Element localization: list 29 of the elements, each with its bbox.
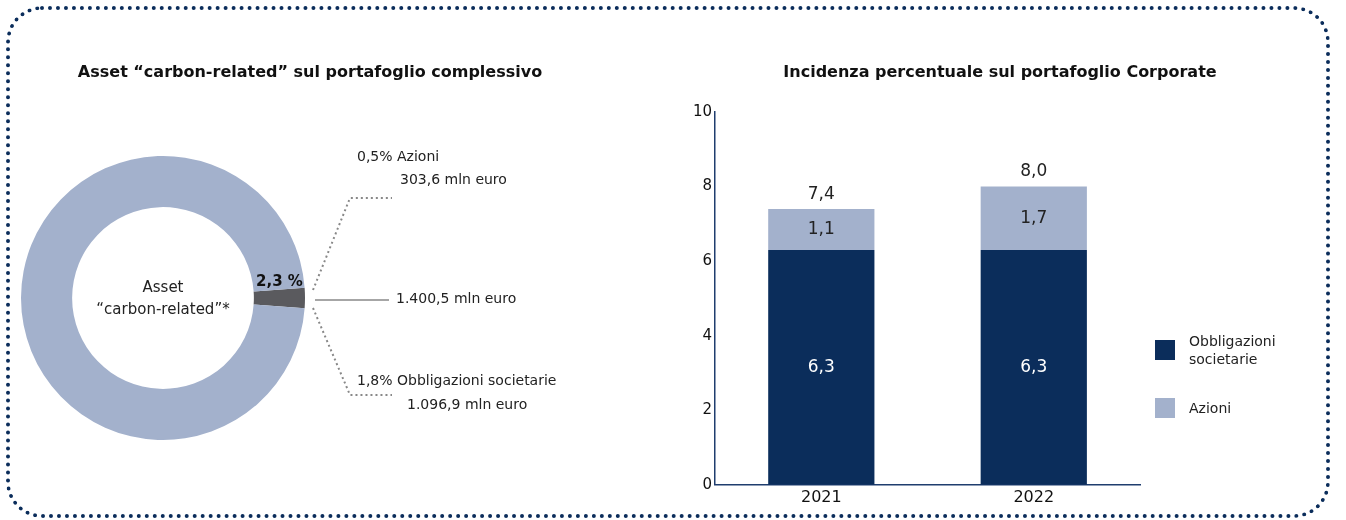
- text: 1.400,5 mln euro: [396, 289, 517, 306]
- data-label: 6,3: [807, 355, 835, 376]
- text: 1,8% Obbligazioni societarie: [357, 371, 557, 388]
- bar: [980, 249, 1087, 485]
- y-tick-label: 6: [702, 251, 713, 270]
- legend-label: Obbligazioni societarie: [1189, 332, 1277, 368]
- data-label: 1,1: [807, 217, 835, 238]
- data-label: 2,3 %: [256, 272, 303, 291]
- text: 1.096,9 mln euro: [407, 395, 528, 412]
- text: Asset “carbon-related”*: [96, 277, 231, 318]
- y-tick-label: 10: [692, 101, 713, 120]
- y-tick-label: 2: [702, 400, 713, 419]
- total-label: 8,0: [1020, 160, 1048, 181]
- y-tick-label: 0: [702, 474, 713, 493]
- chart-title: Asset “carbon-related” sul portafoglio complessivo: [76, 62, 544, 81]
- y-tick-label: 4: [702, 325, 713, 344]
- chart-title: Incidenza percentuale sul portafoglio Corporate: [782, 62, 1218, 81]
- data-label: 6,3: [1020, 355, 1048, 376]
- y-tick-label: 8: [702, 176, 713, 195]
- bar: [980, 186, 1087, 250]
- total-label: 7,4: [807, 182, 835, 203]
- text: 0,5% Azioni: [357, 147, 440, 164]
- text: 303,6 mln euro: [400, 170, 507, 187]
- bar: [768, 208, 875, 250]
- x-tick-label: 2022: [1013, 486, 1055, 506]
- x-tick-label: 2021: [800, 486, 842, 506]
- data-label: 1,7: [1020, 206, 1048, 227]
- bar: [768, 249, 875, 485]
- legend-label: Azioni: [1189, 399, 1232, 417]
